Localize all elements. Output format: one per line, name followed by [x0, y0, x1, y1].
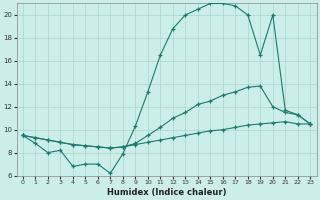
X-axis label: Humidex (Indice chaleur): Humidex (Indice chaleur) — [107, 188, 226, 197]
